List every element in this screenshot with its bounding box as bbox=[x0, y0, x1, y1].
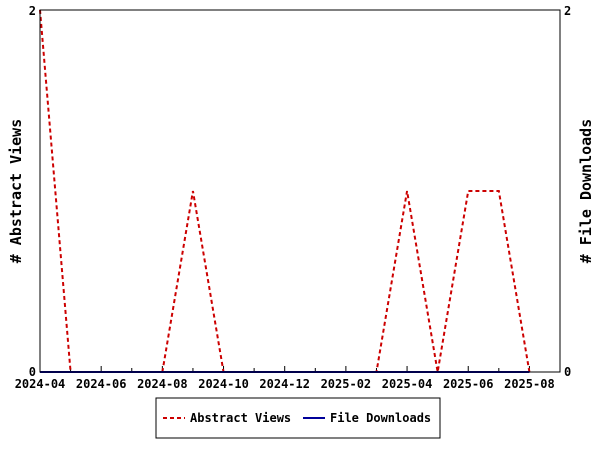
legend-label-abstract-views: Abstract Views bbox=[190, 411, 291, 425]
x-tick-label: 2025-06 bbox=[443, 377, 494, 391]
legend-box bbox=[155, 397, 441, 439]
x-tick-label: 2024-10 bbox=[198, 377, 249, 391]
left-y-tick-max: 2 bbox=[29, 4, 36, 18]
x-axis-tick-labels: 2024-04 2024-06 2024-08 2024-10 2024-12 2025-… bbox=[15, 377, 555, 391]
legend: Abstract Views File Downloads bbox=[155, 397, 441, 439]
left-axis-title: # Abstract Views bbox=[7, 119, 25, 264]
right-axis-title: # File Downloads bbox=[577, 119, 595, 264]
x-tick-label: 2024-08 bbox=[137, 377, 188, 391]
x-tick-label: 2024-04 bbox=[15, 377, 66, 391]
x-tick-label: 2024-12 bbox=[259, 377, 310, 391]
right-y-tick-max: 2 bbox=[564, 4, 571, 18]
plot-frame bbox=[39, 9, 561, 373]
right-y-tick-zero: 0 bbox=[564, 365, 571, 379]
x-tick-label: 2025-04 bbox=[382, 377, 433, 391]
x-tick-label: 2025-02 bbox=[321, 377, 372, 391]
left-y-tick-zero: 0 bbox=[29, 365, 36, 379]
x-tick-label: 2025-08 bbox=[504, 377, 555, 391]
x-tick-label: 2024-06 bbox=[76, 377, 127, 391]
legend-label-file-downloads: File Downloads bbox=[330, 411, 431, 425]
